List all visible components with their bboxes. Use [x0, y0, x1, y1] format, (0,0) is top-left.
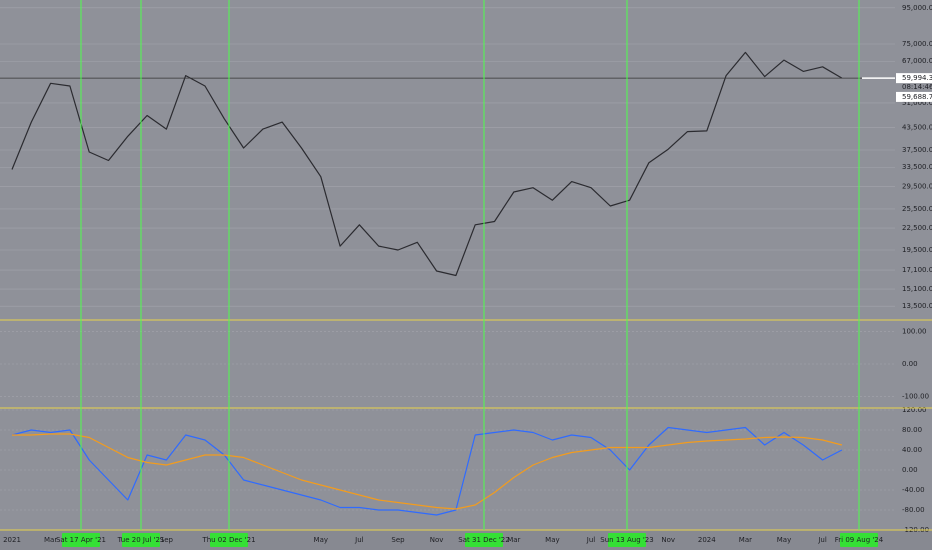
- event-tag: [210, 533, 248, 547]
- x-tick-label: Jul: [817, 536, 827, 544]
- x-tick-label: Jul: [586, 536, 596, 544]
- last-price-box: [896, 73, 932, 84]
- second-price-label: 59,688.77: [902, 93, 932, 101]
- y-tick-label: 40.00: [902, 446, 922, 454]
- event-tag: [608, 533, 646, 547]
- x-tick-label: Sep: [160, 536, 174, 544]
- x-tick-label: Mar: [507, 536, 520, 544]
- y-tick-label: 17,100.00: [902, 266, 932, 274]
- y-tick-label: 75,000.00: [902, 40, 932, 48]
- y-tick-label: 100.00: [902, 328, 927, 336]
- x-tick-label: Jul: [354, 536, 364, 544]
- event-tag: [122, 533, 160, 547]
- price-line: [11, 51, 843, 277]
- y-tick-label: 15,100.00: [902, 285, 932, 293]
- event-tag: [840, 533, 878, 547]
- x-tick-label: Mar: [739, 536, 752, 544]
- countdown: 08:14:46: [902, 83, 932, 91]
- x-tick-label: Nov: [661, 536, 675, 544]
- last-price-label: 59,994.34: [902, 74, 932, 82]
- event-label: Sat 17 Apr '21: [56, 536, 106, 544]
- event-label: Sun 13 Aug '23: [600, 536, 653, 544]
- y-tick-label: -80.00: [902, 506, 925, 514]
- y-tick-label: 33,500.00: [902, 163, 932, 171]
- x-tick-label: 2021: [3, 536, 21, 544]
- x-tick-label: May: [545, 536, 559, 544]
- second-price-box: [896, 91, 932, 102]
- x-tick-label: Nov: [430, 536, 444, 544]
- event-tag: [465, 533, 503, 547]
- y-tick-label: -100.00: [902, 392, 929, 400]
- y-tick-label: 13,500.00: [902, 302, 932, 310]
- y-tick-label: 120.00: [902, 406, 927, 414]
- y-tick-label: 51,000.00: [902, 99, 932, 107]
- y-tick-label: 0.00: [902, 466, 918, 474]
- x-tick-label: Sep: [391, 536, 405, 544]
- oscillator-line: [12, 433, 843, 510]
- x-tick-label: Mar: [44, 536, 57, 544]
- y-tick-label: 22,500.00: [902, 224, 932, 232]
- y-tick-label: 25,500.00: [902, 205, 932, 213]
- event-label: Sat 31 Dec '22: [458, 536, 509, 544]
- x-tick-label: 2024: [698, 536, 716, 544]
- y-tick-label: 67,000.00: [902, 57, 932, 65]
- x-tick-label: May: [777, 536, 791, 544]
- y-tick-label: 37,500.00: [902, 146, 932, 154]
- event-label: Fri 09 Aug '24: [835, 536, 884, 544]
- oscillator-line: [11, 426, 843, 516]
- y-tick-label: 80.00: [902, 426, 922, 434]
- event-tag: [62, 533, 100, 547]
- event-label: Thu 02 Dec '21: [201, 536, 255, 544]
- y-tick-label: 0.00: [902, 360, 918, 368]
- event-label: Tue 20 Jul '21: [117, 536, 165, 544]
- y-tick-label: 95,000.00: [902, 4, 932, 12]
- y-tick-label: 43,500.00: [902, 123, 932, 131]
- y-tick-label: 19,500.00: [902, 246, 932, 254]
- y-tick-label: -40.00: [902, 486, 925, 494]
- y-tick-label: 29,500.00: [902, 183, 932, 191]
- x-tick-label: May: [314, 536, 328, 544]
